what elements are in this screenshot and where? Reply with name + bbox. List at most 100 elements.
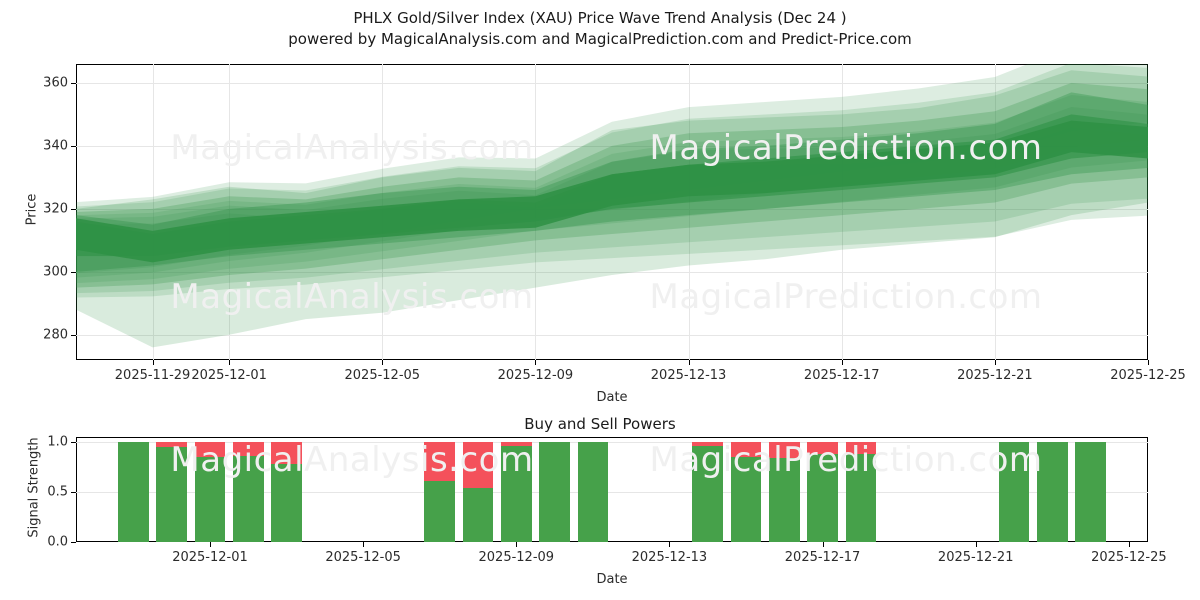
sell-power-segment — [424, 442, 455, 481]
bottom-xtick-label: 2025-12-13 — [632, 550, 708, 565]
bottom-xtick-label: 2025-12-25 — [1091, 550, 1167, 565]
bottom-ytick-label: 1.0 — [18, 435, 68, 450]
price-wave-bands — [76, 64, 1148, 360]
bottom-x-axis-title: Date — [596, 572, 627, 587]
top-ytick-label: 280 — [18, 327, 68, 342]
bottom-xtick-label: 2025-12-01 — [172, 550, 248, 565]
sell-power-segment — [692, 442, 723, 446]
signal-bar — [807, 442, 838, 542]
sell-power-segment — [271, 442, 302, 464]
top-xtick-mark — [842, 360, 843, 365]
buy-power-segment — [233, 456, 264, 542]
top-xtick-mark — [995, 360, 996, 365]
bottom-xtick-mark — [976, 542, 977, 547]
signal-bar — [1037, 442, 1068, 542]
bottom-xtick-mark — [669, 542, 670, 547]
bottom-chart-plot-area — [76, 437, 1148, 542]
top-xtick-mark — [689, 360, 690, 365]
buy-power-segment — [731, 457, 762, 542]
top-xtick-mark — [535, 360, 536, 365]
signal-bar — [501, 442, 532, 542]
buy-power-segment — [539, 442, 570, 542]
top-xtick-mark — [1148, 360, 1149, 365]
bottom-chart-title: Buy and Sell Powers — [0, 415, 1200, 433]
top-xtick-label: 2025-12-09 — [498, 368, 574, 383]
bottom-xtick-mark — [516, 542, 517, 547]
bottom-ytick-label: 0.5 — [18, 485, 68, 500]
signal-bar — [731, 442, 762, 542]
top-xtick-label: 2025-12-01 — [191, 368, 267, 383]
sell-power-segment — [731, 442, 762, 457]
buy-power-segment — [846, 454, 877, 542]
price-wave-chart — [76, 64, 1148, 360]
top-xtick-label: 2025-11-29 — [115, 368, 191, 383]
signal-bar — [233, 442, 264, 542]
bottom-ytick-mark — [71, 542, 76, 543]
buy-power-segment — [692, 446, 723, 542]
signal-bar — [118, 442, 149, 542]
top-x-axis-title: Date — [596, 390, 627, 405]
signal-bar — [156, 442, 187, 542]
top-xtick-label: 2025-12-21 — [957, 368, 1033, 383]
top-xtick-label: 2025-12-05 — [345, 368, 421, 383]
top-ytick-mark — [71, 335, 76, 336]
top-y-axis-title: Price — [25, 180, 40, 240]
bottom-xtick-label: 2025-12-21 — [938, 550, 1014, 565]
signal-bar — [539, 442, 570, 542]
signal-bar — [271, 442, 302, 542]
bottom-ytick-mark — [71, 442, 76, 443]
buy-power-segment — [424, 481, 455, 542]
top-xtick-label: 2025-12-25 — [1110, 368, 1186, 383]
bottom-ytick-label: 0.0 — [18, 535, 68, 550]
bottom-xtick-mark — [210, 542, 211, 547]
top-xtick-mark — [153, 360, 154, 365]
bottom-ytick-mark — [71, 492, 76, 493]
signal-bar — [692, 442, 723, 542]
signal-bar — [463, 442, 494, 542]
buy-power-segment — [463, 488, 494, 542]
bottom-xtick-label: 2025-12-09 — [479, 550, 555, 565]
buy-power-segment — [195, 457, 226, 542]
bottom-xtick-label: 2025-12-05 — [325, 550, 401, 565]
page-title: PHLX Gold/Silver Index (XAU) Price Wave … — [0, 8, 1200, 29]
buy-power-segment — [769, 458, 800, 542]
top-xtick-mark — [229, 360, 230, 365]
buy-power-segment — [271, 464, 302, 542]
sell-power-segment — [156, 442, 187, 447]
buy-power-segment — [999, 442, 1030, 542]
sell-power-segment — [463, 442, 494, 488]
top-ytick-mark — [71, 146, 76, 147]
signal-bar — [769, 442, 800, 542]
sell-power-segment — [501, 442, 532, 446]
bottom-xtick-label: 2025-12-17 — [785, 550, 861, 565]
top-ytick-label: 300 — [18, 264, 68, 279]
signal-bar — [424, 442, 455, 542]
title-block: PHLX Gold/Silver Index (XAU) Price Wave … — [0, 8, 1200, 50]
top-chart-plot-area — [76, 64, 1148, 360]
buy-power-segment — [1037, 442, 1068, 542]
sell-power-segment — [233, 442, 264, 456]
buy-sell-powers-chart — [76, 437, 1148, 542]
signal-bar — [1075, 442, 1106, 542]
top-xtick-label: 2025-12-17 — [804, 368, 880, 383]
chart-page: PHLX Gold/Silver Index (XAU) Price Wave … — [0, 0, 1200, 600]
top-ytick-label: 340 — [18, 138, 68, 153]
top-ytick-label: 360 — [18, 75, 68, 90]
top-xtick-label: 2025-12-13 — [651, 368, 727, 383]
bottom-xtick-mark — [1129, 542, 1130, 547]
buy-power-segment — [578, 442, 609, 542]
signal-bar — [846, 442, 877, 542]
buy-power-segment — [1075, 442, 1106, 542]
sell-power-segment — [846, 442, 877, 454]
bottom-y-axis-title: Signal Strength — [27, 417, 42, 557]
bottom-xtick-mark — [363, 542, 364, 547]
page-subtitle: powered by MagicalAnalysis.com and Magic… — [0, 29, 1200, 50]
signal-bar — [578, 442, 609, 542]
buy-power-segment — [156, 447, 187, 542]
top-ytick-mark — [71, 272, 76, 273]
sell-power-segment — [195, 442, 226, 457]
sell-power-segment — [769, 442, 800, 458]
bottom-xtick-mark — [823, 542, 824, 547]
sell-power-segment — [807, 442, 838, 454]
buy-power-segment — [118, 442, 149, 542]
